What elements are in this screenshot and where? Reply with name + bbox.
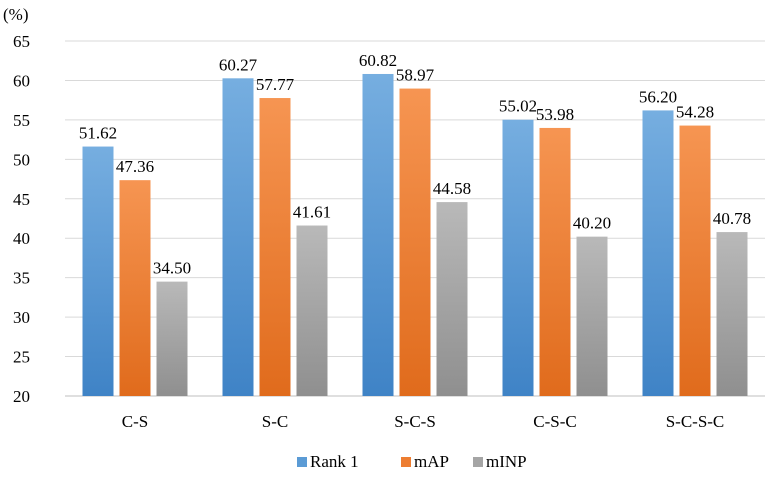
bar	[119, 180, 151, 396]
bar	[296, 225, 328, 396]
data-label: 41.61	[293, 203, 331, 222]
data-label: 44.58	[433, 179, 471, 198]
category-labels: C-S S-C S-C-S C-S-C S-C-S-C	[122, 412, 725, 431]
data-label: 60.27	[219, 55, 258, 74]
bar	[539, 127, 571, 397]
data-label: 53.98	[536, 105, 574, 124]
data-label: 34.50	[153, 259, 191, 278]
legend-swatch	[401, 457, 411, 467]
y-tick-label: 55	[13, 111, 30, 130]
legend-label: Rank 1	[310, 452, 359, 471]
bar	[82, 146, 114, 396]
data-label: 40.20	[573, 214, 611, 233]
y-tick-label: 25	[13, 348, 30, 367]
x-tick-label: C-S-C	[533, 412, 576, 431]
y-tick-label: 60	[13, 71, 30, 90]
data-label: 40.78	[713, 209, 751, 228]
legend-label: mINP	[486, 452, 527, 471]
bar	[716, 232, 748, 396]
y-axis-unit: (%)	[3, 5, 28, 24]
data-label: 54.28	[676, 103, 714, 122]
bar	[222, 78, 254, 396]
y-tick-label: 50	[13, 150, 30, 169]
y-tick-label: 45	[13, 190, 30, 209]
data-label: 60.82	[359, 51, 397, 70]
data-label: 55.02	[499, 97, 537, 116]
data-label: 57.77	[256, 75, 295, 94]
legend-swatch	[297, 457, 307, 467]
bar	[259, 98, 291, 396]
data-label: 56.20	[639, 87, 677, 106]
legend: Rank 1 mAP mINP	[297, 452, 527, 471]
data-label: 51.62	[79, 124, 117, 143]
bar	[576, 236, 608, 396]
bar	[502, 119, 534, 396]
bars	[82, 73, 748, 397]
bar	[362, 73, 394, 396]
y-axis-ticks: 20 25 30 35 40 45 50 55 60 65	[13, 32, 30, 406]
bar	[156, 281, 188, 396]
data-label: 47.36	[116, 157, 154, 176]
x-tick-label: C-S	[122, 412, 148, 431]
bar	[642, 110, 674, 396]
x-tick-label: S-C-S	[394, 412, 436, 431]
x-tick-label: S-C	[262, 412, 288, 431]
y-tick-label: 40	[13, 229, 30, 248]
bar	[399, 88, 431, 396]
data-label: 58.97	[396, 66, 435, 85]
y-tick-label: 20	[13, 387, 30, 406]
y-tick-label: 65	[13, 32, 30, 51]
y-tick-label: 35	[13, 269, 30, 288]
legend-swatch	[473, 457, 483, 467]
x-tick-label: S-C-S-C	[666, 412, 725, 431]
bar	[436, 202, 468, 396]
legend-label: mAP	[414, 452, 449, 471]
bar	[679, 125, 711, 397]
y-tick-label: 30	[13, 308, 30, 327]
